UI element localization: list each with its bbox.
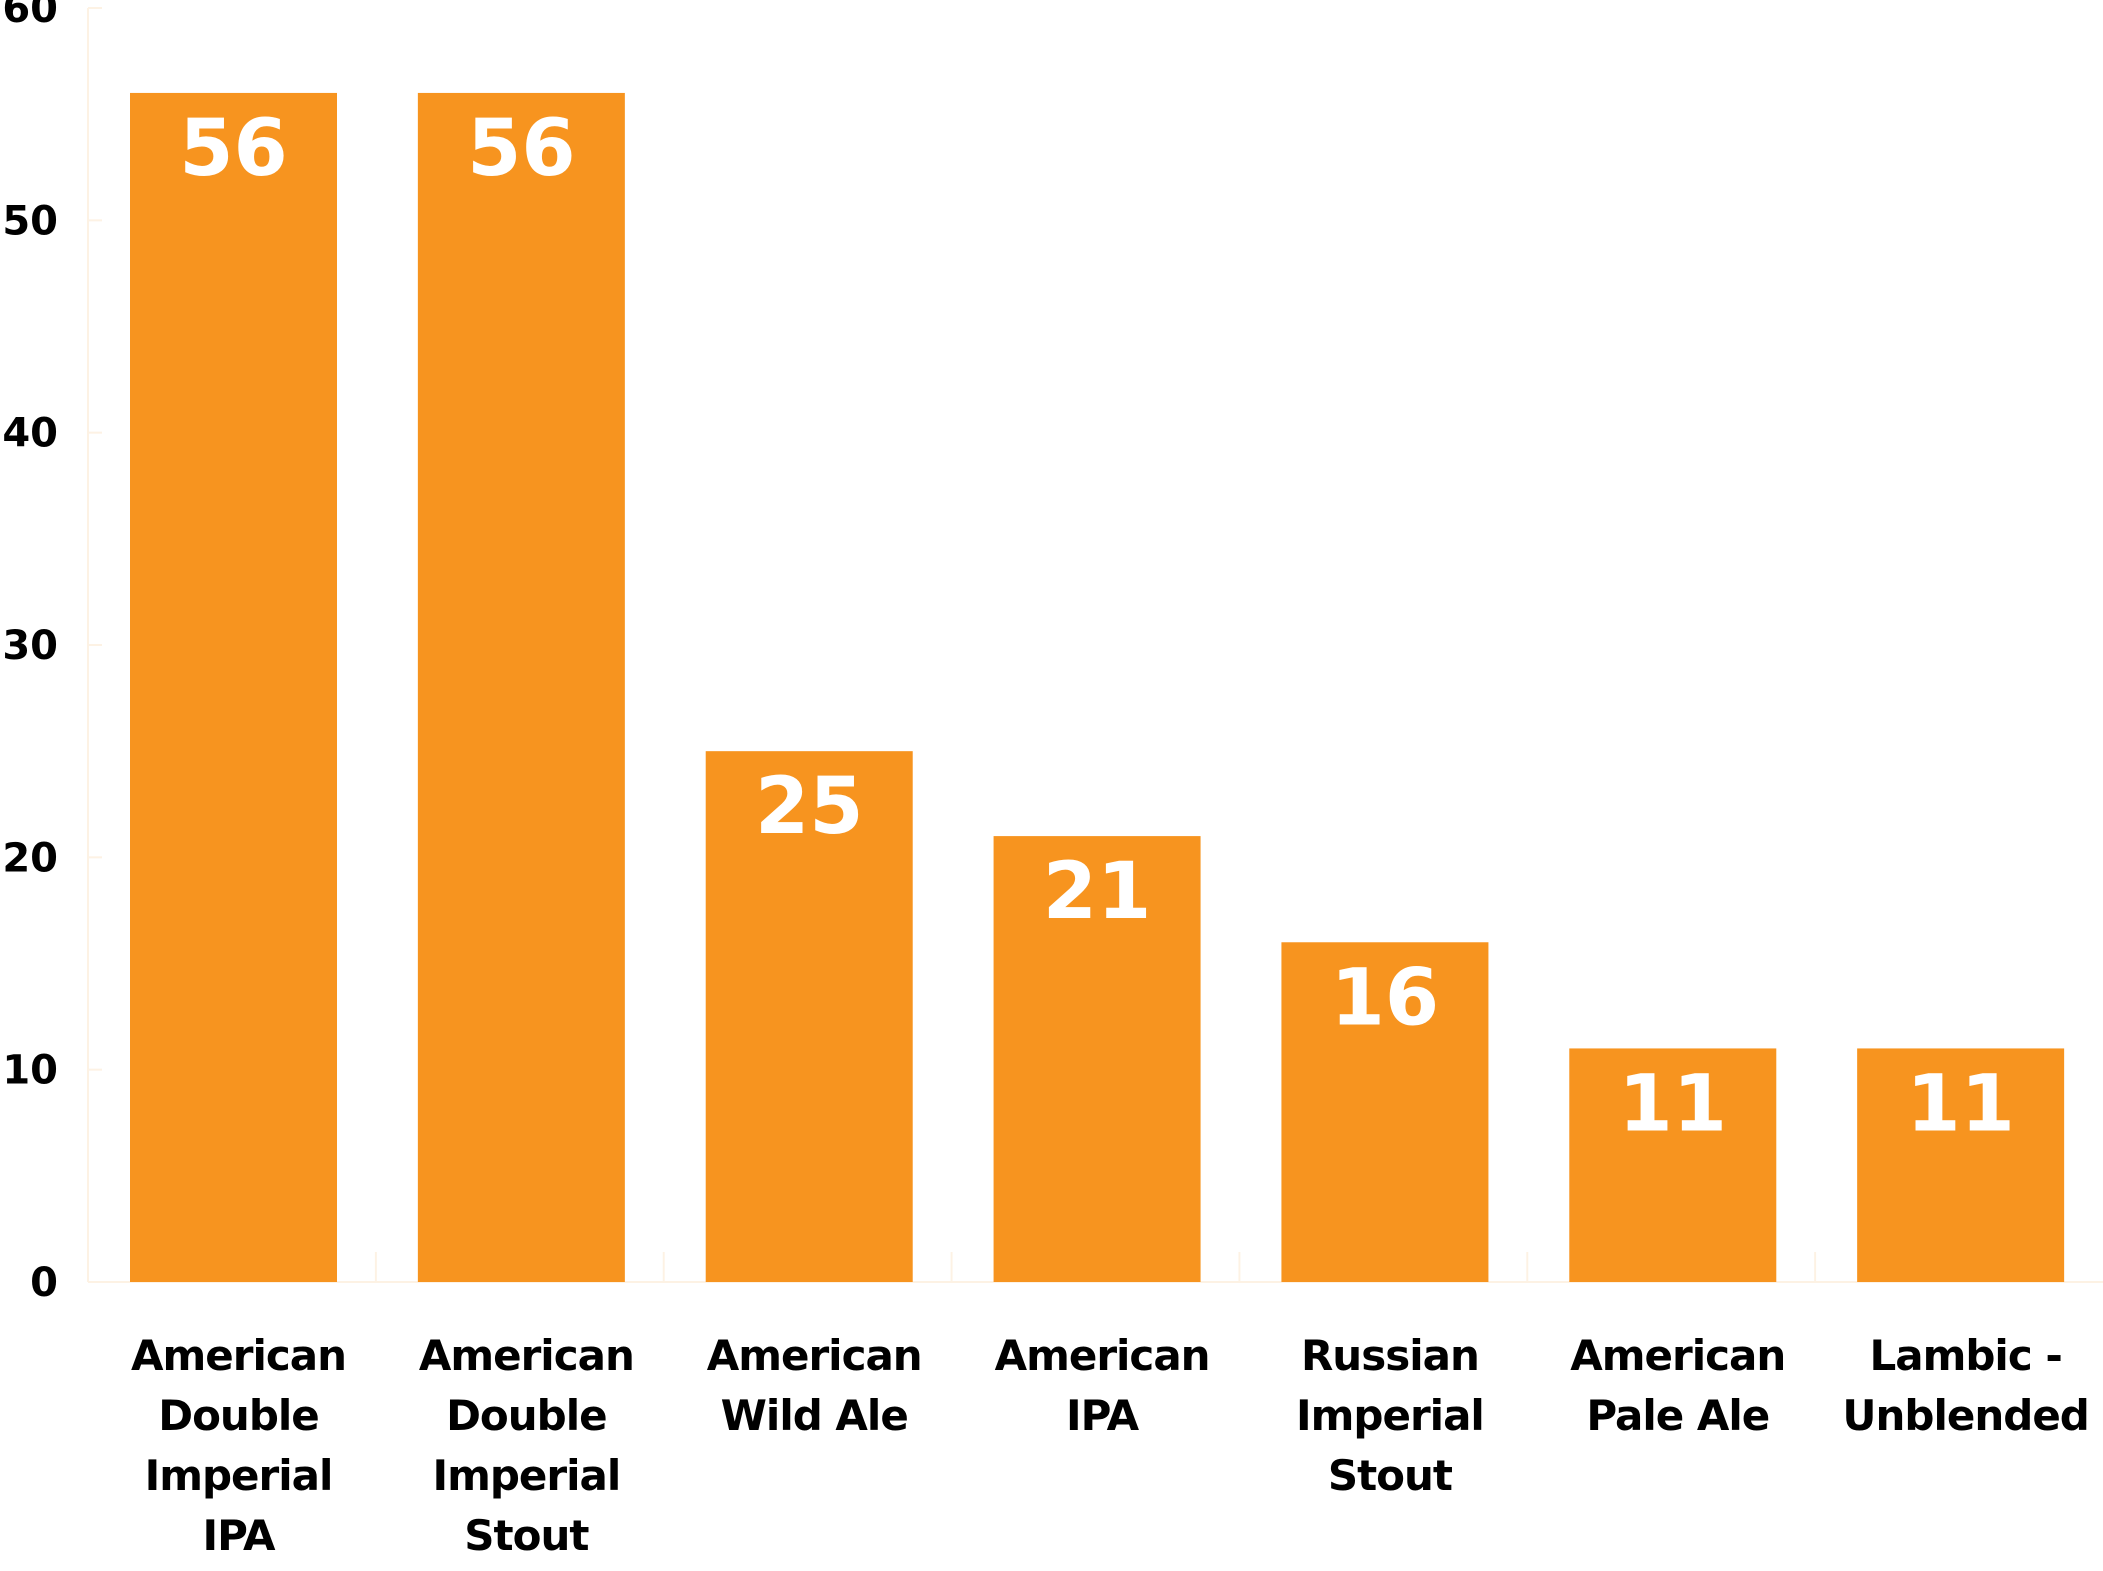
- bar-value-label: 21: [1043, 847, 1152, 937]
- x-category-label-line: Imperial: [1296, 1391, 1484, 1440]
- x-axis-labels: American Double Imperial IPA American Double I…: [131, 1331, 2090, 1560]
- x-category-label-line: American: [419, 1331, 634, 1380]
- bar: [1281, 942, 1489, 1282]
- bar: [417, 92, 625, 1282]
- bar-value-label: 56: [467, 104, 576, 194]
- x-category-label-line: IPA: [202, 1511, 276, 1560]
- x-category-label-line: Lambic -: [1870, 1331, 2062, 1380]
- x-category-label-line: Imperial: [145, 1451, 333, 1500]
- x-category-label-line: Stout: [1328, 1451, 1453, 1500]
- x-category-label-line: Wild Ale: [721, 1391, 908, 1440]
- x-category-label-line: Double: [158, 1391, 319, 1440]
- bar-value-label: 16: [1331, 953, 1440, 1043]
- x-category-label: American IPA: [995, 1331, 1210, 1440]
- x-category-label: American Double Imperial IPA: [131, 1331, 346, 1560]
- x-category-label: American Wild Ale: [707, 1331, 922, 1440]
- x-category-label: Russian Imperial Stout: [1296, 1331, 1484, 1500]
- x-category-label-line: Double: [446, 1391, 607, 1440]
- x-category-label-line: Russian: [1301, 1331, 1479, 1380]
- bar: [705, 751, 913, 1282]
- x-category-label-line: American: [995, 1331, 1210, 1380]
- y-tick-label: 20: [2, 835, 58, 881]
- x-category-label-line: Imperial: [432, 1451, 620, 1500]
- bar: [1857, 1048, 2065, 1282]
- x-category-label-line: Pale Ale: [1586, 1391, 1769, 1440]
- x-category-label-line: IPA: [1066, 1391, 1140, 1440]
- x-category-label-line: American: [131, 1331, 346, 1380]
- bar: [130, 92, 337, 1282]
- x-category-label-line: American: [1570, 1331, 1785, 1380]
- bar-value-label: 11: [1619, 1059, 1728, 1149]
- y-tick-label: 30: [2, 623, 58, 669]
- y-tick-label: 0: [30, 1260, 58, 1306]
- y-axis-labels: 0 10 20 30 40 50 60: [2, 0, 58, 1306]
- y-tick-label: 40: [2, 411, 58, 457]
- value-labels: 56 56 25 21 16 11 11: [179, 104, 2015, 1150]
- x-category-label-line: American: [707, 1331, 922, 1380]
- bar-value-label: 25: [755, 762, 864, 852]
- y-tick-label: 60: [2, 0, 58, 32]
- y-tick-label: 10: [2, 1048, 58, 1094]
- x-category-label: American Double Imperial Stout: [419, 1331, 634, 1560]
- bar: [1569, 1048, 1777, 1282]
- bar: [993, 836, 1201, 1282]
- bar-value-label: 11: [1906, 1059, 2015, 1149]
- x-category-label-line: Stout: [464, 1511, 589, 1560]
- y-tick-label: 50: [2, 198, 58, 244]
- x-category-label-line: Unblended: [1842, 1391, 2088, 1440]
- bar-value-label: 56: [179, 104, 288, 194]
- x-category-label: American Pale Ale: [1570, 1331, 1785, 1440]
- bar-series: [130, 92, 2065, 1282]
- x-category-label: Lambic - Unblended: [1842, 1331, 2088, 1440]
